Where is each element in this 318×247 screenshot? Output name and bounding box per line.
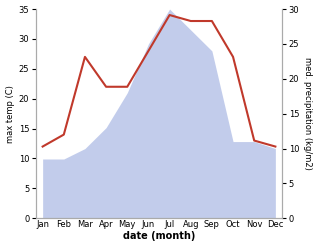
X-axis label: date (month): date (month): [123, 231, 195, 242]
Y-axis label: med. precipitation (kg/m2): med. precipitation (kg/m2): [303, 57, 313, 170]
Y-axis label: max temp (C): max temp (C): [5, 85, 15, 143]
